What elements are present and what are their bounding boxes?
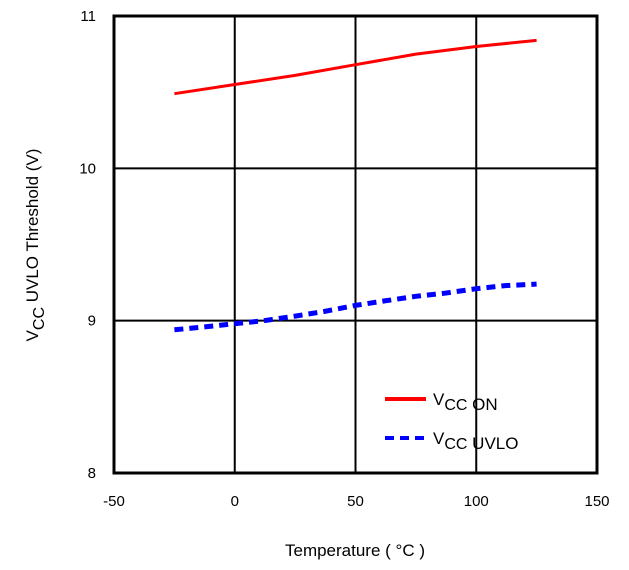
legend-label-vcc-on: VCC ON (433, 390, 498, 414)
x-tick-label: 50 (347, 493, 364, 510)
legend-label-vcc-on-prefix: V (433, 390, 445, 409)
grid-lines (114, 16, 597, 473)
legend-label-vcc-on-suffix: ON (467, 395, 497, 414)
x-axis-title: Temperature ( °C ) (285, 541, 425, 560)
series-line-vcc-on (174, 38, 537, 96)
legend-label-vcc-uvlo: VCC UVLO (433, 429, 518, 453)
x-tick-labels: -50 0 50 100 150 (103, 493, 609, 510)
x-tick-label: 0 (231, 493, 239, 510)
x-tick-label: -50 (103, 493, 125, 510)
y-axis-title-prefix: V (23, 329, 42, 341)
legend-label-vcc-uvlo-suffix: UVLO (467, 434, 518, 453)
y-tick-label: 10 (79, 160, 96, 177)
legend: VCC ON VCC UVLO (385, 390, 518, 453)
x-tick-label: 100 (464, 493, 489, 510)
y-tick-label: 9 (88, 313, 96, 330)
y-axis-title-subscript: CC (31, 307, 48, 330)
y-axis-title: VCC UVLO Threshold (V) (23, 149, 48, 342)
plot-frame (112, 14, 599, 475)
series-lines (174, 38, 537, 333)
series-line-vcc-uvlo (174, 281, 537, 333)
y-axis-title-suffix: UVLO Threshold (V) (23, 149, 42, 307)
y-tick-label: 11 (80, 8, 96, 25)
legend-label-vcc-uvlo-subscript: CC (444, 436, 467, 453)
y-tick-label: 8 (88, 465, 96, 482)
legend-label-vcc-on-subscript: CC (444, 397, 467, 414)
y-tick-labels: 8 9 10 11 (79, 8, 96, 482)
x-tick-label: 150 (584, 493, 609, 510)
legend-label-vcc-uvlo-prefix: V (433, 429, 445, 448)
